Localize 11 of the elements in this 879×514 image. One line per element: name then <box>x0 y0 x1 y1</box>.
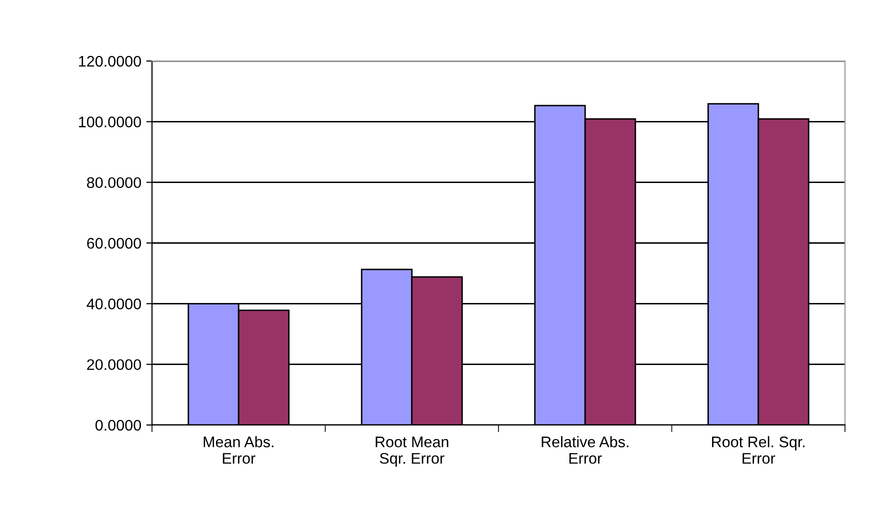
y-tick-label: 80.0000 <box>87 177 141 188</box>
y-tick-label: 120.0000 <box>79 56 141 67</box>
x-tick-label: Root Mean Sqr. Error <box>376 436 448 467</box>
y-tick-label: 100.0000 <box>79 116 141 128</box>
y-tick-label: 60.0000 <box>87 238 141 249</box>
y-tick-label: 20.0000 <box>87 359 141 370</box>
x-tick-label: Relative Abs. Error <box>542 436 628 464</box>
x-tick-label: Mean Abs. Error <box>204 436 274 464</box>
x-tick-label: Root Rel. Sqr. Error <box>712 436 805 464</box>
y-tick-label: 40.0000 <box>86 298 141 310</box>
y-tick-label: 0.0000 <box>95 420 141 431</box>
